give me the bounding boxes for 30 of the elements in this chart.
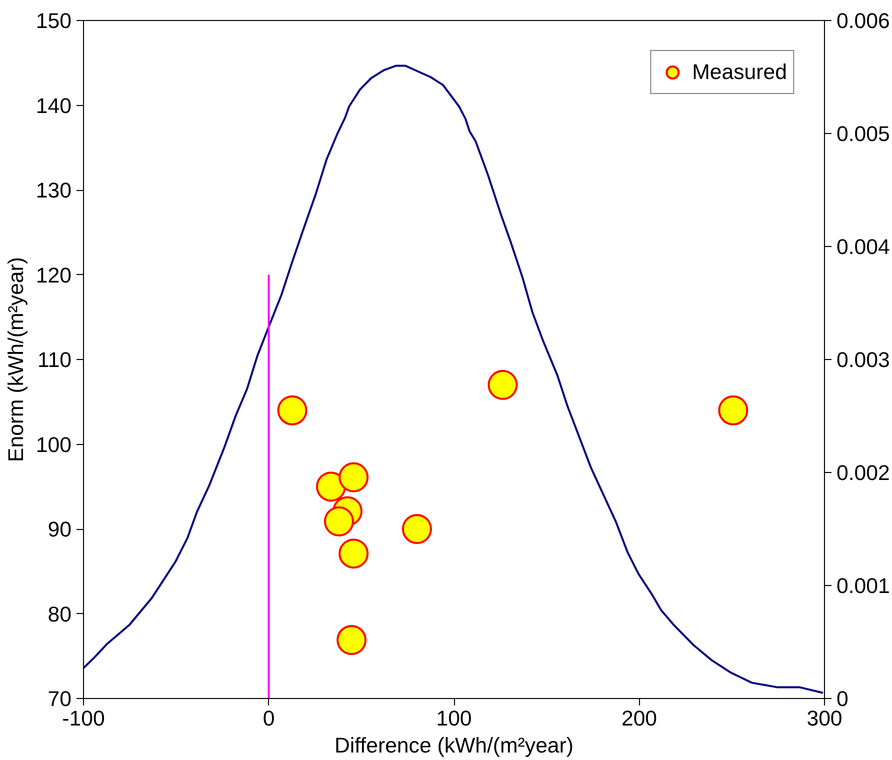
point — [336, 625, 367, 655]
y-tick-label: 120 — [36, 263, 72, 288]
y2-tick-label: 0.002 — [836, 461, 890, 485]
point — [402, 514, 432, 544]
y-axis-title: Enorm (kWh/(m²year) — [4, 256, 28, 462]
y2-tick-label: 0.003 — [836, 348, 890, 372]
y-tick-label: 80 — [48, 602, 72, 626]
y2-tick-label: 0.004 — [836, 235, 890, 259]
legend-label: Measured — [692, 60, 787, 84]
point — [316, 472, 346, 502]
point — [338, 538, 369, 569]
x-tick-label: 200 — [621, 706, 658, 730]
line-series — [84, 64, 824, 694]
y2-tick-label: 0.006 — [836, 9, 890, 33]
y2-tick-label: 0.001 — [836, 574, 890, 598]
point — [488, 370, 518, 400]
point — [277, 395, 308, 426]
y-tick-label: 130 — [36, 178, 72, 202]
point — [324, 506, 354, 536]
y-tick-label: 150 — [36, 9, 72, 33]
y2-tick-label: 0.005 — [836, 122, 890, 146]
y-tick-label: 110 — [38, 348, 72, 372]
point — [718, 395, 748, 426]
y-tick-label: 140 — [36, 94, 72, 118]
y-tick-label: 100 — [36, 432, 72, 457]
x-axis-title: Difference (kWh/(m²year) — [334, 734, 574, 758]
x-tick-label: 0 — [262, 706, 275, 730]
y-tick-label: 90 — [48, 518, 72, 542]
x-tick-label: 100 — [436, 706, 472, 730]
point — [338, 462, 369, 492]
